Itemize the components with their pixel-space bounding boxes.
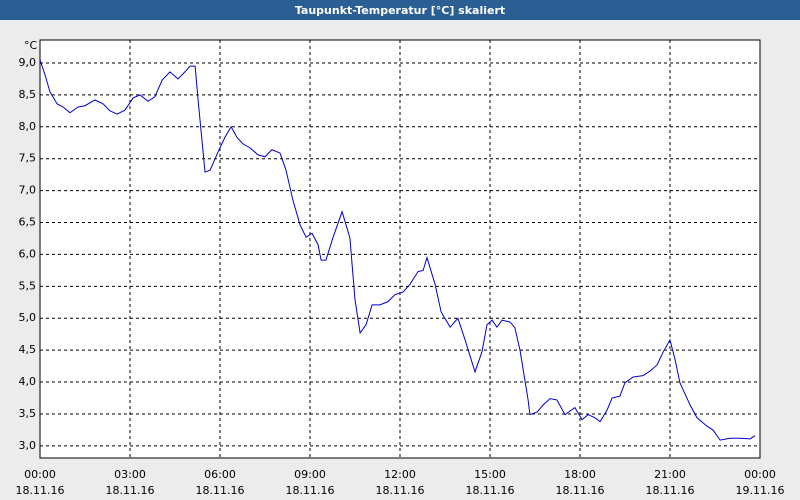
x-tick-date: 18.11.16: [646, 484, 695, 497]
y-tick-label: 4,0: [19, 375, 37, 388]
x-tick-label: 00:00: [24, 468, 56, 481]
x-tick-label: 15:00: [474, 468, 506, 481]
y-tick-label: 4,5: [19, 343, 37, 356]
y-tick-label: 5,5: [19, 279, 37, 292]
chart-title: Taupunkt-Temperatur [°C] skaliert: [295, 4, 505, 17]
x-tick-label: 06:00: [204, 468, 236, 481]
title-bar: [0, 0, 800, 20]
data-line: [39, 59, 756, 441]
y-tick-label: 6,0: [19, 247, 37, 260]
y-tick-label: 9,0: [19, 56, 37, 69]
x-tick-date: 18.11.16: [196, 484, 245, 497]
x-tick-label: 00:00: [744, 468, 776, 481]
x-tick-date: 18.11.16: [106, 484, 155, 497]
y-tick-label: 7,0: [19, 184, 37, 197]
x-tick-label: 18:00: [564, 468, 596, 481]
x-tick-label: 09:00: [294, 468, 326, 481]
x-tick-date: 18.11.16: [466, 484, 515, 497]
y-tick-label: 3,5: [19, 407, 37, 420]
x-tick-label: 21:00: [654, 468, 686, 481]
y-tick-label: 3,0: [19, 439, 37, 452]
x-tick-label: 03:00: [114, 468, 146, 481]
y-tick-label: 6,5: [19, 216, 37, 229]
x-tick-date: 18.11.16: [376, 484, 425, 497]
y-tick-label: 8,5: [19, 88, 37, 101]
x-tick-label: 12:00: [384, 468, 416, 481]
x-tick-date: 18.11.16: [556, 484, 605, 497]
x-tick-date: 18.11.16: [16, 484, 65, 497]
y-tick-label: 7,5: [19, 152, 37, 165]
x-tick-date: 18.11.16: [286, 484, 335, 497]
y-tick-label: 8,0: [19, 120, 37, 133]
y-tick-label: 5,0: [19, 311, 37, 324]
x-tick-date: 19.11.16: [736, 484, 785, 497]
y-unit: °C: [24, 39, 38, 52]
